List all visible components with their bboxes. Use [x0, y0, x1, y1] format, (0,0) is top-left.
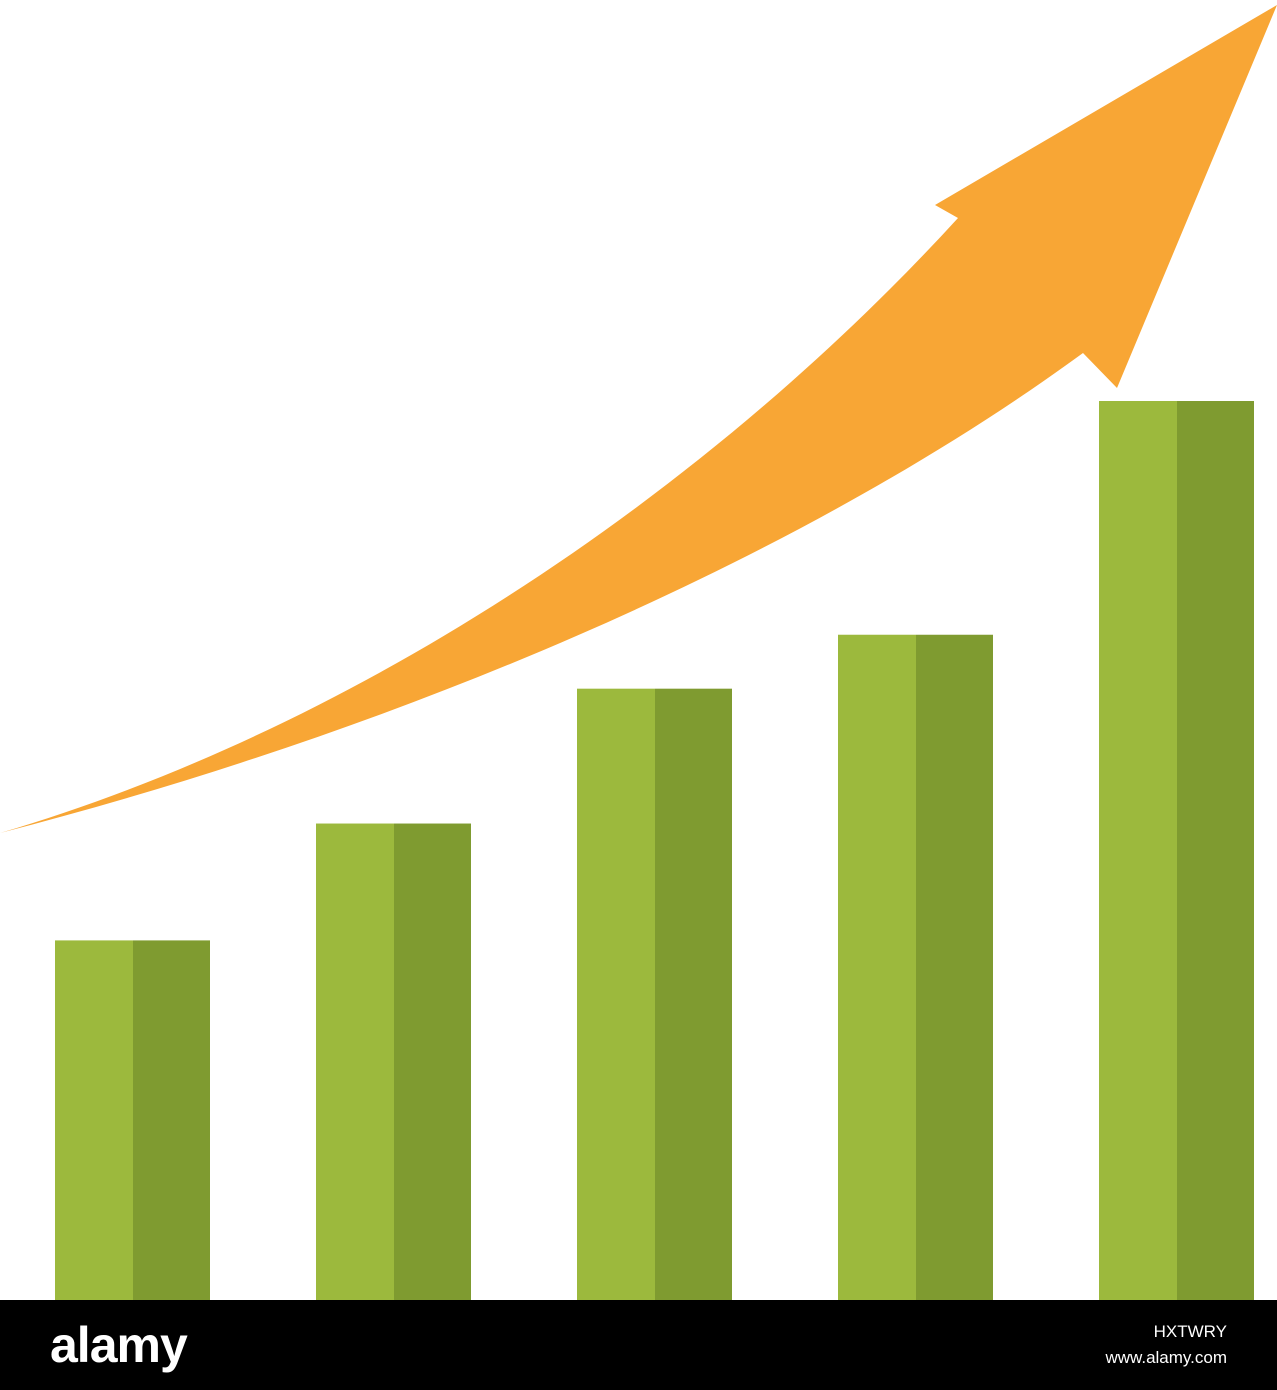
- site-url: www.alamy.com: [1105, 1348, 1227, 1367]
- image-id: HXTWRY: [1153, 1322, 1227, 1341]
- bar-right-face-1: [133, 940, 210, 1300]
- bar-right-face-2: [394, 823, 471, 1300]
- bar-left-face-2: [316, 823, 394, 1300]
- bar-left-face-3: [577, 688, 655, 1300]
- footer-bar: alamy HXTWRY www.alamy.com: [0, 1300, 1277, 1390]
- bar-right-face-5: [1177, 401, 1254, 1300]
- alamy-logo: alamy: [50, 1317, 188, 1373]
- bar-left-face-4: [838, 634, 916, 1300]
- bar-right-face-3: [655, 688, 732, 1300]
- bar-right-face-4: [916, 634, 993, 1300]
- bar-chart: [0, 5, 1277, 1300]
- bar-left-face-1: [55, 940, 133, 1300]
- trend-arrow: [0, 5, 1277, 833]
- bar-left-face-5: [1099, 401, 1177, 1300]
